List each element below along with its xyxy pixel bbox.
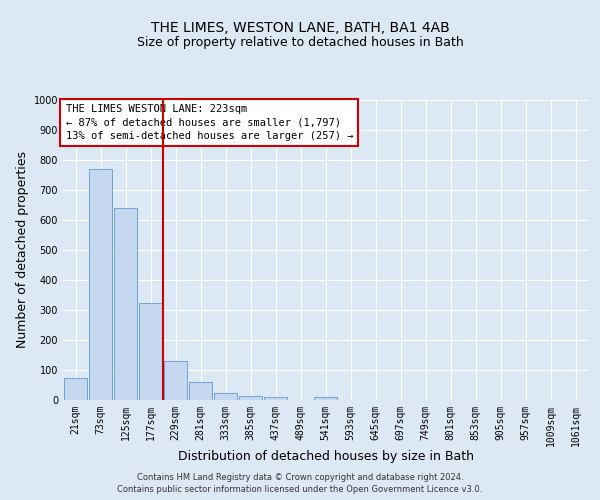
Bar xyxy=(188,382,212,400)
Bar xyxy=(139,302,163,400)
Bar xyxy=(214,392,238,400)
Bar xyxy=(263,397,287,400)
Text: THE LIMES, WESTON LANE, BATH, BA1 4AB: THE LIMES, WESTON LANE, BATH, BA1 4AB xyxy=(151,20,449,34)
Bar xyxy=(113,208,137,400)
Text: THE LIMES WESTON LANE: 223sqm
← 87% of detached houses are smaller (1,797)
13% o: THE LIMES WESTON LANE: 223sqm ← 87% of d… xyxy=(65,104,353,141)
Text: Contains HM Land Registry data © Crown copyright and database right 2024.: Contains HM Land Registry data © Crown c… xyxy=(137,473,463,482)
Bar xyxy=(89,169,112,400)
Text: Contains public sector information licensed under the Open Government Licence v3: Contains public sector information licen… xyxy=(118,484,482,494)
Bar xyxy=(64,378,88,400)
Bar xyxy=(239,396,262,400)
X-axis label: Distribution of detached houses by size in Bath: Distribution of detached houses by size … xyxy=(178,450,473,463)
Y-axis label: Number of detached properties: Number of detached properties xyxy=(16,152,29,348)
Text: Size of property relative to detached houses in Bath: Size of property relative to detached ho… xyxy=(137,36,463,49)
Bar xyxy=(314,397,337,400)
Bar xyxy=(164,361,187,400)
